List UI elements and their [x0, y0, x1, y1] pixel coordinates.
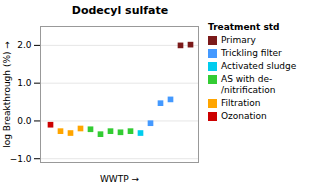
- html-text:Activated sludge: Activated sludge: [221, 61, 297, 71]
- svg-text:1.0: 1.0: [17, 78, 32, 88]
- svg-text:log Breakthrough (%) →: log Breakthrough (%) →: [2, 41, 12, 148]
- svg-text:WWTP →: WWTP →: [100, 174, 140, 184]
- html-text:Treatment std: Treatment std: [208, 22, 280, 32]
- svg-text:−1.0: −1.0: [10, 154, 32, 164]
- html-text:Filtration: Filtration: [221, 98, 261, 108]
- html-text:Ozonation: Ozonation: [221, 111, 267, 121]
- html-text:Dodecyl sulfate: Dodecyl sulfate: [71, 4, 169, 17]
- html-text:Primary: Primary: [221, 35, 256, 45]
- html-text:AS with de- /nitrification: AS with de- /nitrification: [221, 74, 276, 95]
- html-text:Trickling filter: Trickling filter: [221, 48, 282, 58]
- svg-text:0.0: 0.0: [17, 116, 32, 126]
- svg-text:2.0: 2.0: [17, 40, 32, 50]
